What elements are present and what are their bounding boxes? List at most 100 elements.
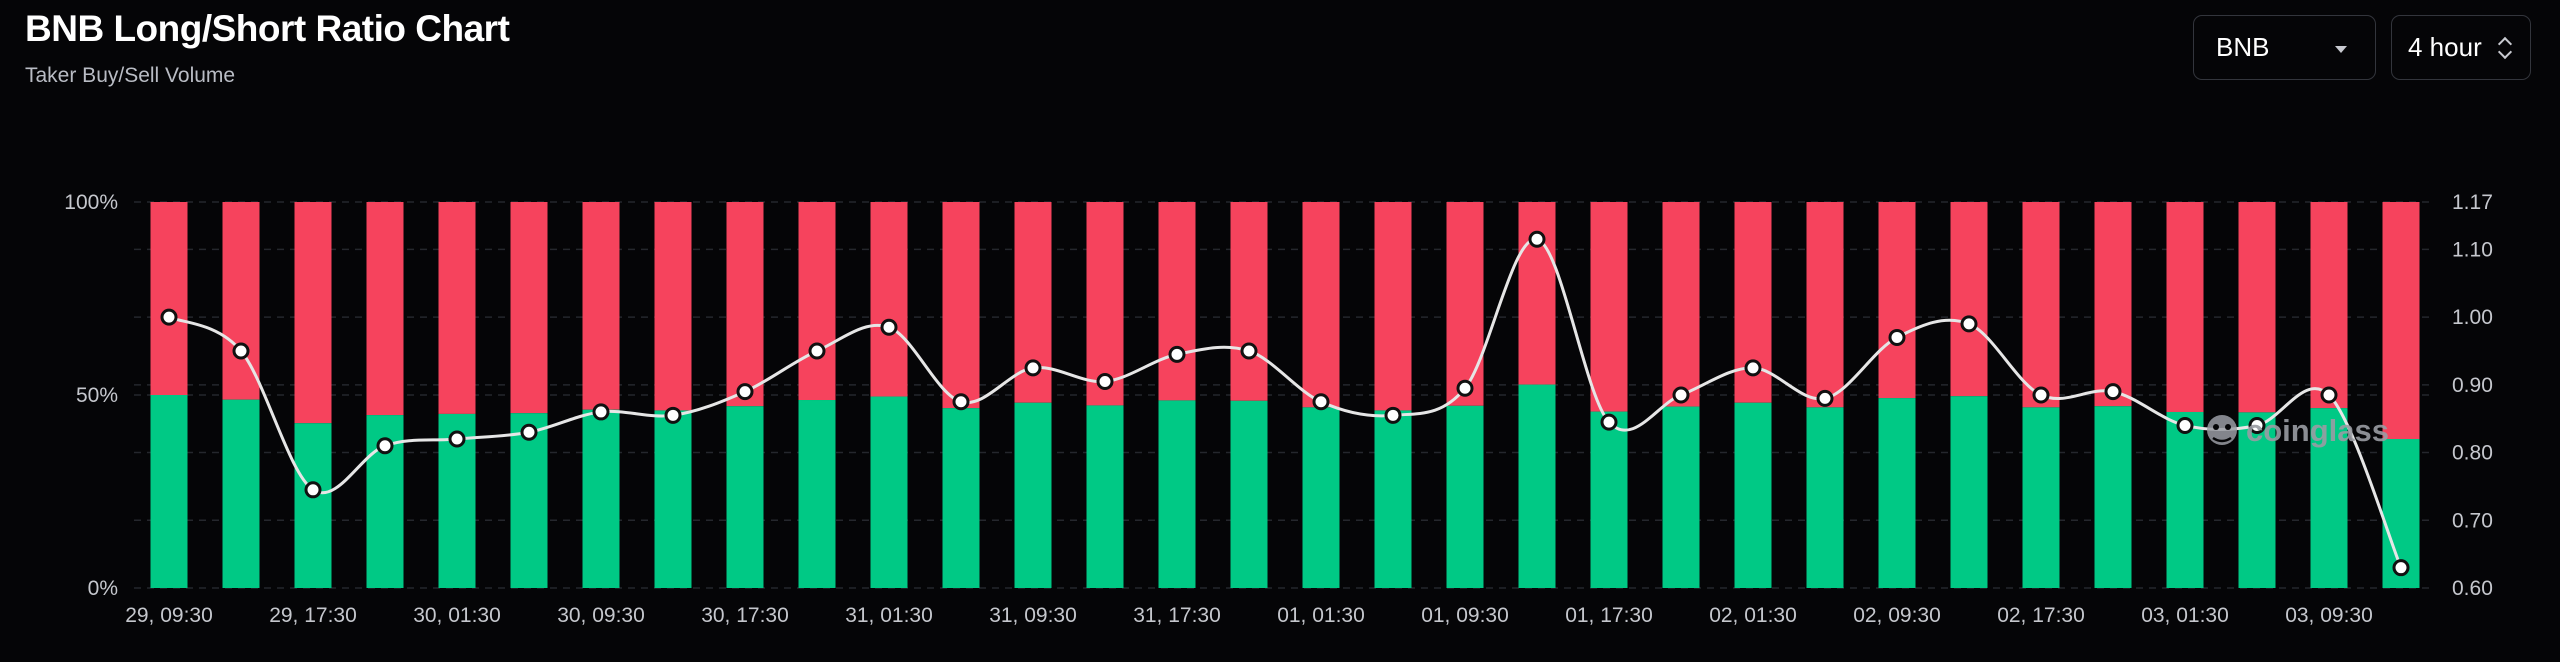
short-bar [1878, 202, 1916, 399]
short-bar [870, 202, 908, 397]
ratio-point [520, 423, 538, 441]
ratio-point [1168, 345, 1186, 363]
long-bar [150, 395, 188, 588]
interval-select-value: 4 hour [2408, 32, 2482, 62]
short-bar [510, 202, 548, 414]
ratio-point [1528, 230, 1546, 248]
ratio-point [304, 481, 322, 499]
long-bar [2310, 408, 2348, 588]
short-bar [942, 202, 980, 409]
ratio-line [168, 237, 2403, 569]
ratio-point [232, 342, 250, 360]
ratio-point [2248, 416, 2266, 434]
short-bar [2310, 202, 2348, 409]
short-bar [2094, 202, 2132, 407]
right-axis-tick-label: 0.80 [2452, 442, 2493, 465]
ratio-point [1024, 359, 1042, 377]
ratio-point [1240, 342, 1258, 360]
short-bar [2022, 202, 2060, 408]
ratio-point [2392, 559, 2410, 577]
right-axis-tick-label: 0.70 [2452, 509, 2493, 532]
short-bar [366, 202, 404, 416]
coinglass-logo-icon [2207, 415, 2237, 445]
chart-bars [150, 202, 2420, 588]
long-bar [1158, 400, 1196, 588]
long-bar [1374, 410, 1412, 588]
x-axis-tick-label: 31, 01:30 [845, 604, 933, 627]
ratio-point [2104, 383, 2122, 401]
short-bar [1662, 202, 1700, 407]
watermark-text: coinglass [2246, 413, 2389, 448]
long-bar [222, 399, 260, 588]
page-subtitle: Taker Buy/Sell Volume [25, 64, 236, 87]
long-bar [1230, 400, 1268, 588]
ratio-point [664, 406, 682, 424]
long-bar [2022, 407, 2060, 588]
long-bar [1950, 396, 1988, 588]
long-bar [654, 410, 692, 588]
short-bar [1230, 202, 1268, 401]
ratio-point [1600, 413, 1618, 431]
long-bar [1806, 407, 1844, 588]
short-bar [654, 202, 692, 411]
x-axis-tick-label: 31, 09:30 [989, 604, 1077, 627]
ratio-point [880, 318, 898, 336]
interval-select[interactable]: 4 hour [2391, 15, 2531, 80]
coin-select-value: BNB [2216, 32, 2270, 62]
ratio-point [736, 383, 754, 401]
x-axis-tick-label: 29, 09:30 [125, 604, 213, 627]
long-bar [942, 408, 980, 588]
ratio-point [1960, 315, 1978, 333]
short-bar [1446, 202, 1484, 406]
ratio-point [1888, 328, 1906, 346]
ratio-point [2032, 386, 2050, 404]
x-axis-tick-label: 02, 09:30 [1853, 604, 1941, 627]
x-axis-tick-label: 30, 09:30 [557, 604, 645, 627]
short-bar [1086, 202, 1124, 406]
ratio-point [2320, 386, 2338, 404]
x-axis-tick-label: 03, 01:30 [2141, 604, 2229, 627]
long-bar [582, 409, 620, 588]
short-bar [222, 202, 260, 400]
long-bar [1014, 402, 1052, 588]
coin-select[interactable]: BNB [2193, 15, 2376, 80]
ratio-point [952, 393, 970, 411]
long-bar [1518, 384, 1556, 588]
x-axis-tick-label: 29, 17:30 [269, 604, 357, 627]
short-bar [294, 202, 332, 424]
long-bar [1662, 406, 1700, 588]
long-bar [510, 413, 548, 588]
chart-axes: 0% 50% 100% 0.60 0.70 0.80 0.90 1.00 1.10 1.17 29,… [64, 191, 2493, 627]
long-bar [1734, 402, 1772, 588]
short-bar [1806, 202, 1844, 408]
short-bar [1950, 202, 1988, 397]
long-bar [2166, 411, 2204, 588]
long-bar [1590, 411, 1628, 588]
long-bar [1446, 405, 1484, 588]
short-bar [1374, 202, 1412, 411]
right-axis-tick-label: 0.60 [2452, 577, 2493, 600]
right-axis-tick-label: 0.90 [2452, 374, 2493, 397]
ratio-point [1456, 379, 1474, 397]
short-bar [582, 202, 620, 410]
ratio-line-layer [160, 230, 2410, 577]
x-axis-tick-label: 03, 09:30 [2285, 604, 2373, 627]
ratio-point [1384, 406, 1402, 424]
left-axis-tick-label: 0% [88, 577, 118, 600]
watermark: coinglass [2207, 413, 2389, 448]
ratio-point [160, 308, 178, 326]
chevron-down-icon [2335, 46, 2347, 53]
ratio-point [448, 430, 466, 448]
ratio-point [1672, 386, 1690, 404]
short-bar [2382, 202, 2420, 440]
left-axis-tick-label: 50% [76, 384, 118, 407]
ratio-point [1816, 389, 1834, 407]
short-bar [150, 202, 188, 395]
long-bar [1878, 398, 1916, 588]
ratio-point [1096, 372, 1114, 390]
long-bar [2238, 412, 2276, 588]
ratio-point [2176, 416, 2194, 434]
long-bar [1086, 405, 1124, 588]
x-axis-tick-label: 30, 01:30 [413, 604, 501, 627]
